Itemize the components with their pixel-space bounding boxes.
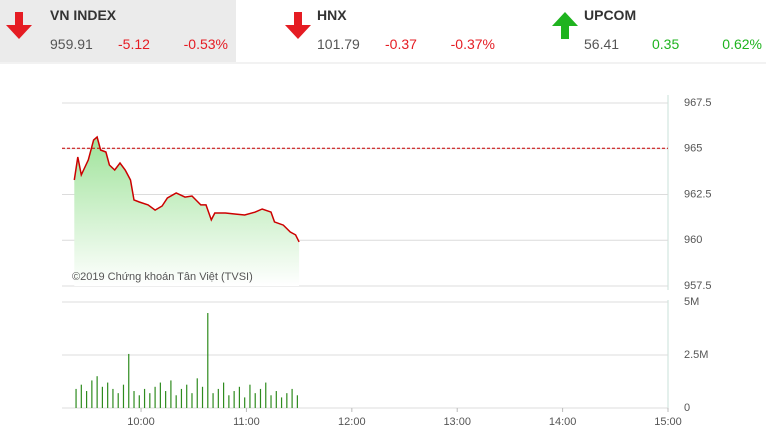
volume-bar [286,393,288,408]
direction-icon [6,12,32,39]
ticker-percent: -0.53% [183,36,228,52]
ticker-panel[interactable]: HNX 101.79 -0.37 -0.37% [267,0,503,62]
x-tick-label: 14:00 [549,416,577,428]
volume-bar [80,384,82,408]
volume-bar [207,313,209,408]
volume-bar [186,384,188,408]
volume-bar [233,391,235,408]
ticker-value: 959.91 [50,36,93,52]
x-tick-label: 12:00 [338,416,366,428]
ticker-percent: 0.62% [722,36,762,52]
volume-bar [259,388,262,408]
watermark: ©2019 Chứng khoán Tân Việt (TVSI) [72,271,253,283]
direction-icon [552,12,578,39]
volume-bar [265,382,267,408]
volume-bar [165,391,167,408]
volume-bar [159,382,161,408]
volume-bar [117,393,119,408]
y-tick-label: 5M [684,296,699,308]
ticker-percent: -0.37% [450,36,495,52]
x-tick-label: 15:00 [654,416,682,428]
volume-bar [91,380,93,408]
y-tick-label: 962.5 [684,188,712,200]
volume-bar [149,393,151,408]
ticker-change: -0.37 [385,36,417,52]
volume-bar [175,395,177,408]
volume-bar [296,395,298,408]
volume-bar [170,380,172,408]
ticker-value: 101.79 [317,36,360,52]
volume-bar [228,395,230,408]
volume-bar [291,388,293,408]
volume-bar [122,384,125,408]
y-tick-label: 965 [684,143,702,155]
volume-bar [96,376,98,408]
volume-bar [275,391,277,408]
y-tick-label: 2.5M [684,349,708,361]
price-area [74,137,300,286]
volume-bar [223,382,225,408]
volume-bar [254,393,256,408]
volume-bar [85,391,88,408]
volume-bar [217,388,219,408]
volume-bar [154,386,156,408]
volume-bar [138,395,140,408]
y-tick-label: 960 [684,234,702,246]
volume-bar [75,388,77,408]
x-tick-label: 10:00 [127,416,155,428]
volume-bar [270,395,272,408]
volume-bar [244,397,246,408]
volume-bar [249,384,251,408]
volume-bar [112,388,114,408]
volume-bar [180,388,183,408]
ticker-panel[interactable]: VN INDEX 959.91 -5.12 -0.53% [0,0,236,62]
volume-bar [107,382,109,408]
price-line [73,135,300,243]
ticker-panel[interactable]: UPCOM 56.41 0.35 0.62% [534,0,766,62]
x-tick-label: 11:00 [233,416,260,428]
y-tick-label: 967.5 [684,97,712,109]
volume-bar [238,386,241,408]
arrow [285,12,311,39]
volume-bar [196,378,198,408]
volume-bar [191,393,193,408]
ticker-value: 56.41 [584,36,620,52]
direction-icon [285,12,311,39]
ticker-name: VN INDEX [50,7,117,23]
volume-bar [143,388,146,408]
ticker-change: 0.35 [652,36,680,52]
y-tick-label: 957.5 [684,280,712,292]
arrow [6,12,32,39]
y-tick-label: 0 [684,402,690,414]
x-tick-label: 13:00 [443,416,471,428]
volume-bar [101,386,103,408]
ticker-name: HNX [317,7,347,23]
ticker-name: UPCOM [584,7,637,23]
volume-bar [201,386,204,408]
volume-bar [133,391,135,408]
volume-bar [212,393,214,408]
ticker-change: -5.12 [118,36,150,52]
volume-bar [128,353,130,408]
arrow [552,12,578,39]
volume-bar [280,397,283,408]
